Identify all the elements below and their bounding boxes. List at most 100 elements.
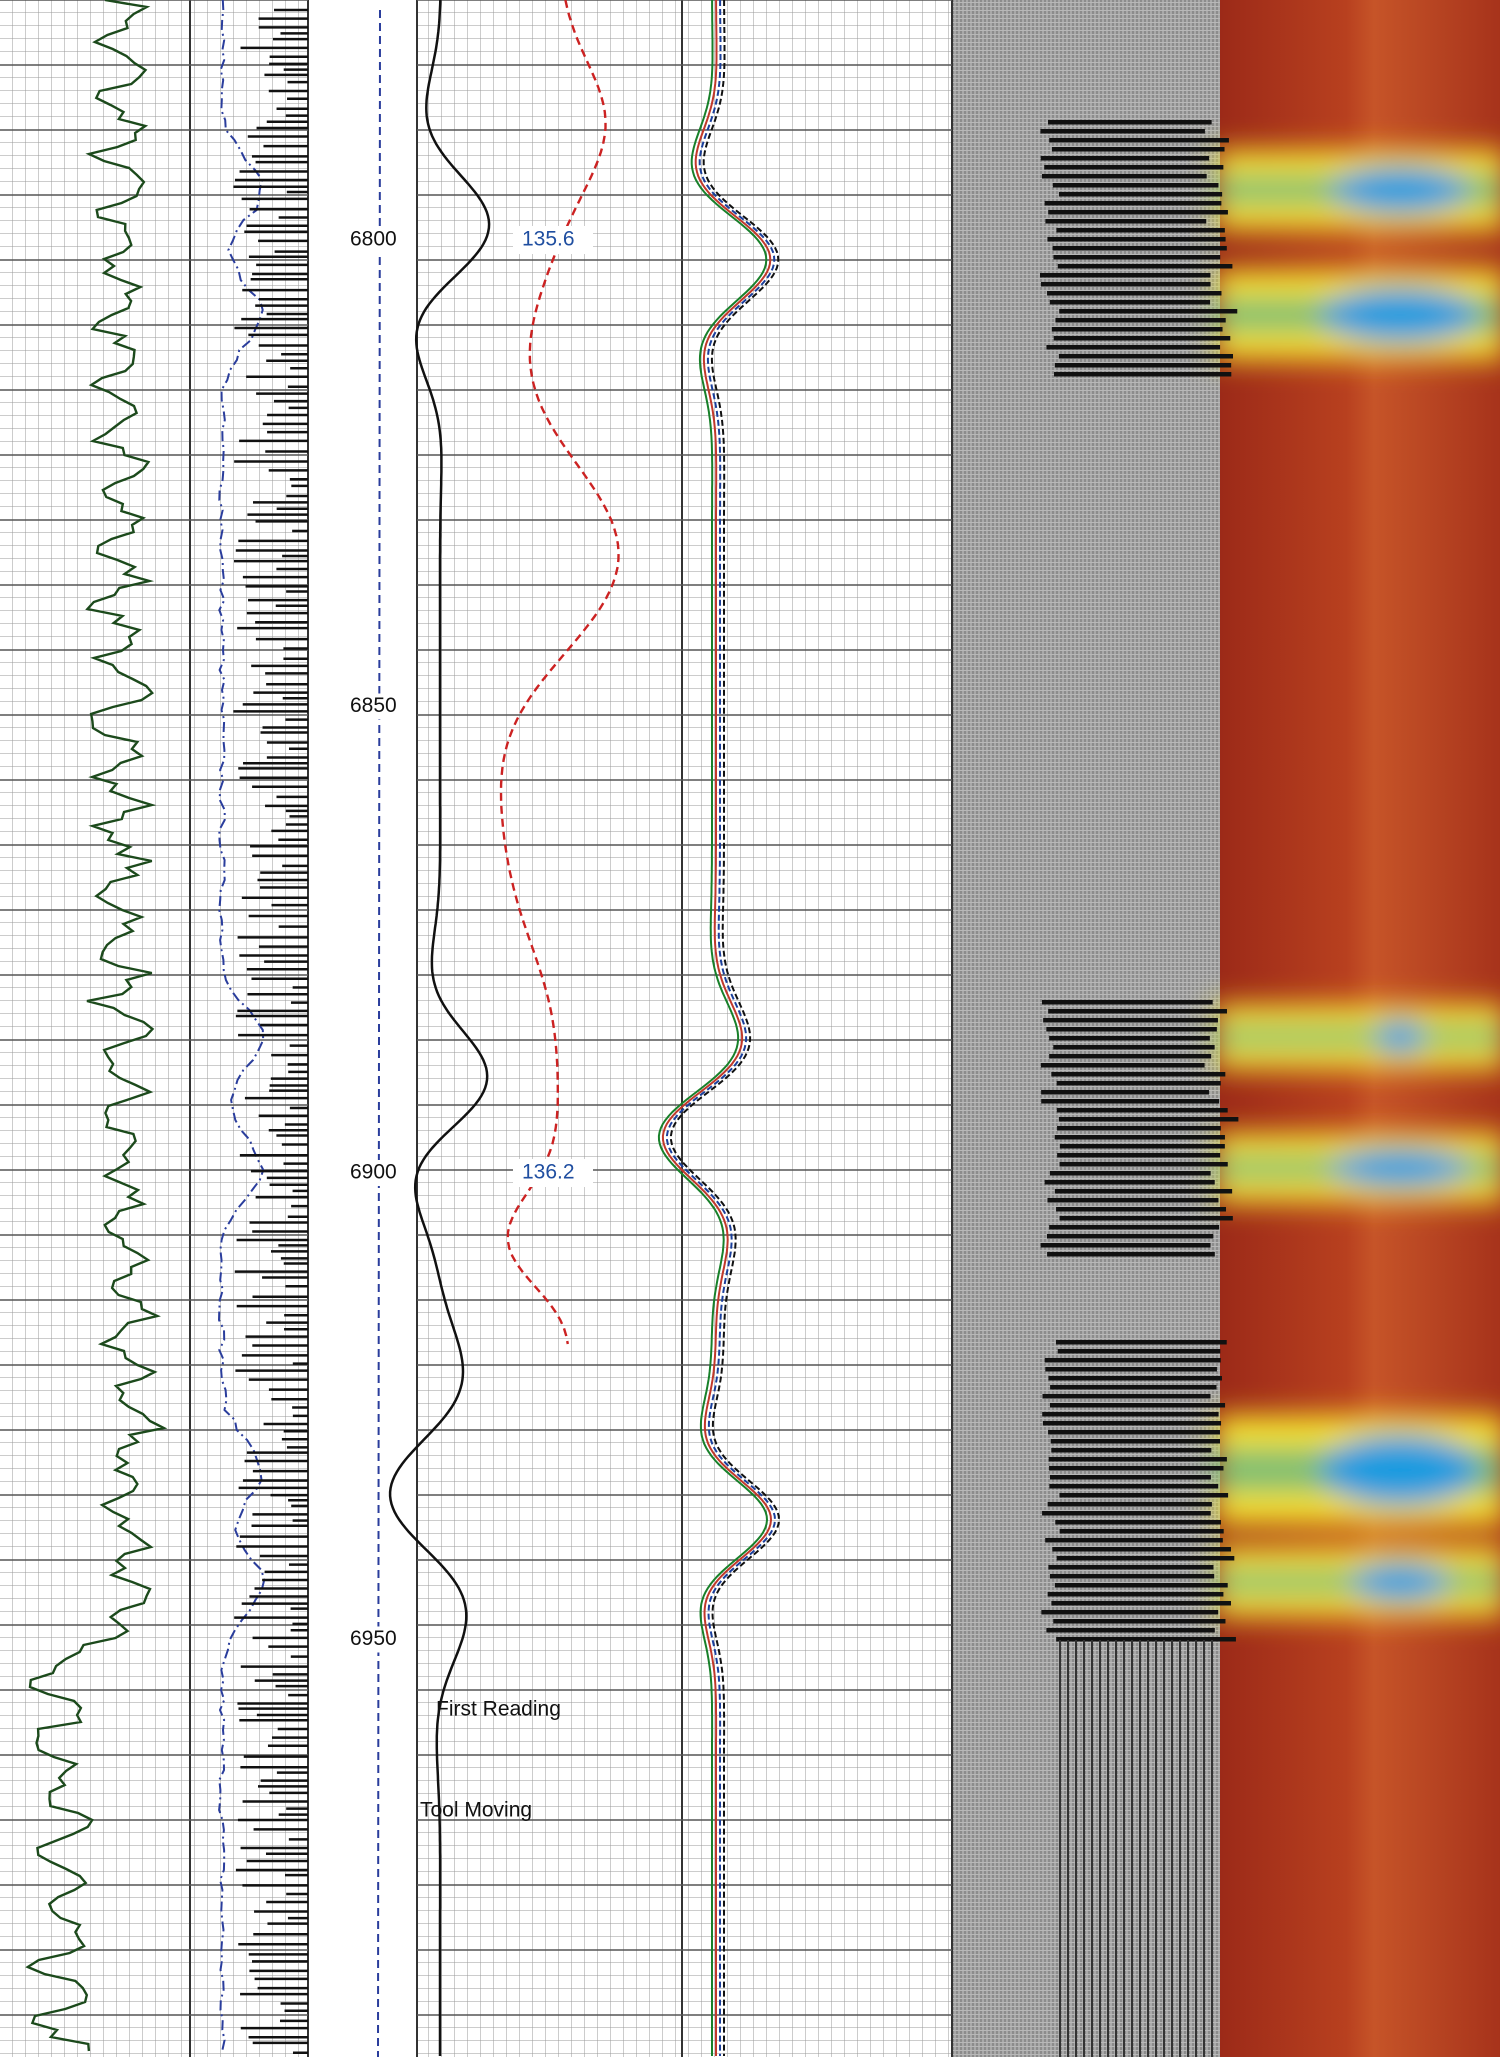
vdl-band [1051,1072,1226,1077]
vdl-band [1059,1162,1228,1167]
amplitude-curve [388,0,491,2056]
vdl-band [1046,1027,1217,1032]
vdl-band [1056,1108,1228,1113]
vdl-band [1040,129,1205,134]
heat-map [1215,150,1500,1617]
depth-label-bg [344,227,394,253]
vdl-band [1055,1340,1227,1345]
labels: 6800 6850 6900 6950 135.6 136.2 First Reading T… [344,226,593,1822]
vdl-band [1054,363,1232,368]
note: Tool Moving [420,1799,532,1822]
vdl-band [1049,1403,1226,1408]
vdl-band [1044,165,1224,170]
vdl-band [1056,1556,1235,1561]
vdl-band [1049,1475,1211,1480]
vdl-band [1048,1430,1220,1435]
vdl-band [1048,1009,1227,1014]
gamma-curve [25,0,168,2052]
depth-label-bg [344,1160,394,1186]
annotation-bg [513,226,593,254]
vdl-band [1040,282,1211,287]
vdl-band [1042,1421,1222,1426]
vdl-band [1053,336,1231,341]
note: First Reading [436,1698,561,1721]
depth-label: 6850 [350,694,397,717]
heat-spot [1320,287,1480,343]
vdl-band [1059,1529,1224,1534]
annotation-bg [513,1159,593,1187]
vdl-band [1057,264,1233,269]
vdl-band [1058,354,1234,359]
vdl-band [1048,1565,1214,1570]
vdl-band [1051,147,1225,152]
vdl-band [1057,1126,1221,1131]
vdl-band [1048,1457,1227,1462]
vdl-band [1049,1574,1215,1579]
vdl-band [1042,1394,1211,1399]
annotation: 135.6 [522,228,575,251]
vdl-band [1041,174,1207,179]
vdl-band [1058,1117,1239,1122]
vdl-band [1048,120,1212,125]
vdl-band [1053,1045,1215,1050]
vdl-band [1053,255,1221,260]
heat-spot [1330,166,1470,214]
depth-label: 6800 [350,228,397,251]
vdl-band [1045,219,1207,224]
vdl-band [1046,1628,1215,1633]
vdl-band [1041,1000,1213,1005]
vdl-band [1043,1018,1218,1023]
vdl-band [1050,1385,1217,1390]
vdl-band [1040,156,1210,161]
curves [25,0,781,2057]
vdl-band [1047,1198,1219,1203]
vdl-band [1052,246,1227,251]
heat-spot [1320,1434,1480,1506]
vdl-band [1045,1367,1217,1372]
vdl-band [1052,1547,1231,1552]
depth-label: 6900 [350,1161,397,1184]
vdl-band [1044,1180,1215,1185]
vdl-band [1052,183,1219,188]
vdl-band [1051,1448,1212,1453]
vdl-band [1046,1234,1214,1239]
depth-label-bg [344,693,394,720]
vdl-band [1047,291,1222,296]
vdl-band [1041,1610,1219,1615]
vdl-band [1058,192,1223,197]
vdl-band [1049,1484,1219,1489]
annotation: 136.2 [522,1161,575,1184]
vdl-band [1055,1520,1221,1525]
red-curve [499,0,620,1345]
waveform-curve [657,0,769,2056]
heat-spot [1330,1148,1470,1188]
vdl-band [1055,318,1226,323]
caliper-curve [217,0,266,2051]
waveform-curve [661,0,773,2056]
vdl-band [1057,1153,1221,1158]
vdl-band [1047,1502,1212,1507]
vdl-band [1040,1063,1205,1068]
vdl-band [1049,300,1211,305]
vdl-band [1040,273,1211,278]
vdl-band [1051,327,1223,332]
vdl-band [1053,1619,1226,1624]
vdl-band [1059,1216,1233,1221]
vdl-band [1051,1601,1231,1606]
vdl-band [1056,1207,1227,1212]
vdl-band [1044,201,1222,206]
vdl-band [1059,1493,1229,1498]
heat-spot [1375,1019,1425,1055]
heat-core [1215,1025,1500,1049]
vdl-band [1057,1349,1221,1354]
waveform-curve [669,0,781,2056]
vdl-band [1047,1592,1224,1597]
vdl-band [1049,138,1229,143]
vdl-band [1059,309,1238,314]
vdl-band [1046,345,1221,350]
vdl-band [1056,228,1225,233]
waveform-curve [665,0,777,2056]
vdl-band [1041,1099,1220,1104]
